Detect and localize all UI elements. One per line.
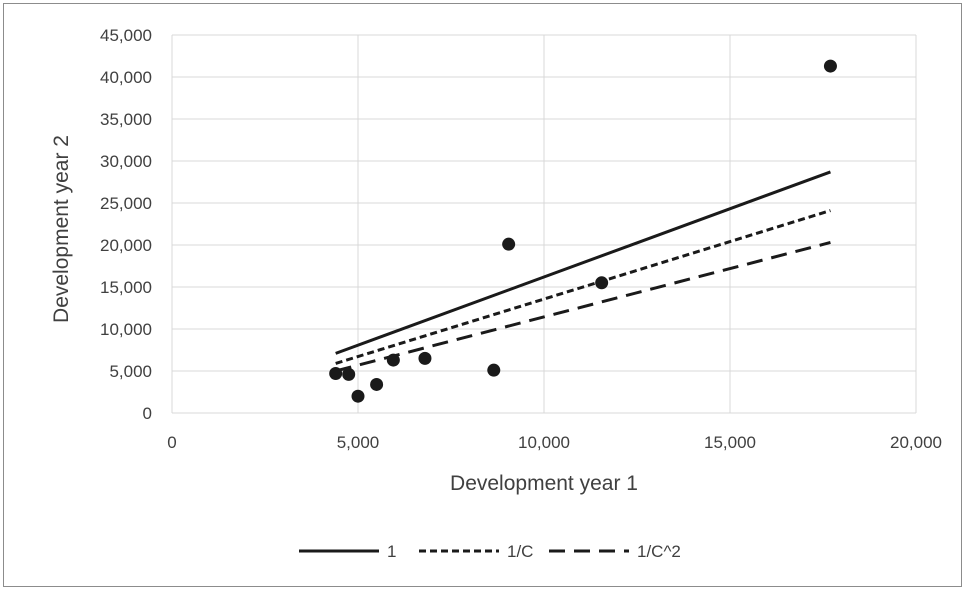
y-axis-title: Development year 2 (50, 135, 73, 323)
data-point (329, 367, 343, 381)
y-tick-label: 40,000 (100, 68, 152, 87)
fit-lines (335, 170, 831, 373)
chart-frame: 0 5,000 10,000 15,000 20,000 25,000 30,000 35,0… (3, 3, 962, 587)
y-tick-label: 20,000 (100, 236, 152, 255)
y-tick-label: 30,000 (100, 152, 152, 171)
series-line (335, 241, 831, 373)
gridlines (171, 34, 917, 414)
x-axis-title: Development year 1 (450, 472, 638, 495)
data-point (418, 351, 432, 365)
x-tick-label: 20,000 (890, 433, 942, 452)
legend-label: 1/C (507, 542, 533, 561)
data-point (386, 353, 400, 367)
series-line (335, 170, 831, 355)
data-point (342, 367, 356, 381)
legend: 1 1/C 1/C^2 (299, 542, 681, 561)
data-point (502, 237, 516, 251)
legend-label: 1/C^2 (637, 542, 681, 561)
series-line (335, 209, 831, 365)
x-axis-ticks: 0 5,000 10,000 15,000 20,000 (167, 433, 942, 452)
y-tick-label: 15,000 (100, 278, 152, 297)
x-tick-label: 15,000 (704, 433, 756, 452)
data-point (351, 389, 365, 403)
y-tick-label: 5,000 (109, 362, 152, 381)
y-tick-label: 35,000 (100, 110, 152, 129)
y-tick-label: 0 (143, 404, 152, 423)
y-tick-label: 10,000 (100, 320, 152, 339)
data-point (487, 363, 501, 377)
data-points (329, 59, 837, 403)
y-tick-label: 25,000 (100, 194, 152, 213)
legend-label: 1 (387, 542, 396, 561)
data-point (823, 59, 837, 73)
x-tick-label: 10,000 (518, 433, 570, 452)
data-point (595, 276, 609, 290)
x-tick-label: 0 (167, 433, 176, 452)
y-axis-ticks: 0 5,000 10,000 15,000 20,000 25,000 30,000 35,0… (100, 26, 152, 423)
y-tick-label: 45,000 (100, 26, 152, 45)
x-tick-label: 5,000 (337, 433, 380, 452)
data-point (370, 377, 384, 391)
scatter-chart: 05,00010,00015,00020,00025,00030,00035,0… (50, 26, 942, 561)
